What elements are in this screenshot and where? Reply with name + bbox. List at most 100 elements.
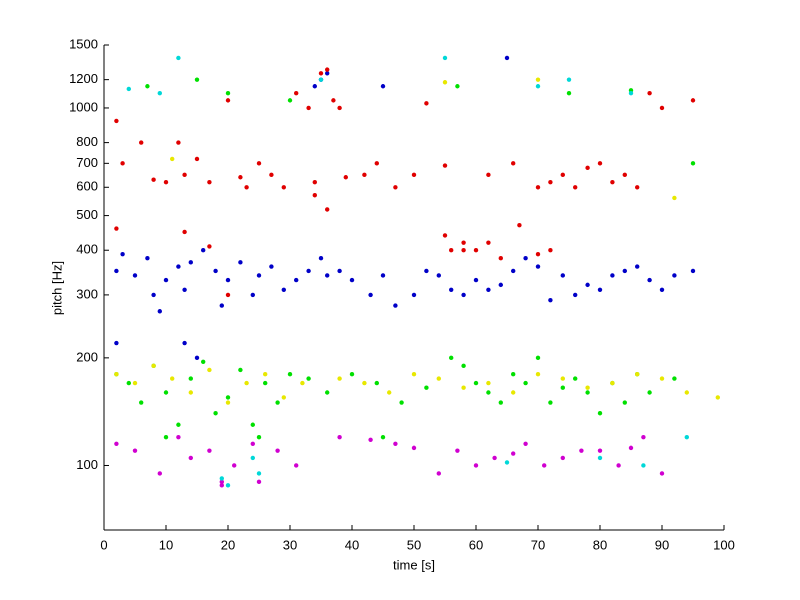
point — [597, 455, 603, 461]
point — [523, 441, 528, 446]
point — [585, 282, 590, 288]
point — [176, 140, 181, 145]
point — [176, 55, 181, 61]
point — [325, 207, 330, 212]
point — [213, 411, 218, 416]
x-tick-label: 50 — [407, 537, 421, 552]
point — [151, 177, 156, 182]
point — [151, 292, 156, 298]
point — [281, 287, 286, 293]
point — [294, 463, 299, 468]
point — [486, 287, 491, 293]
point — [256, 434, 262, 440]
point — [244, 380, 249, 386]
point — [182, 287, 187, 293]
point — [120, 161, 125, 166]
point — [387, 390, 392, 395]
point — [659, 105, 665, 111]
point — [436, 471, 441, 476]
point — [318, 77, 324, 82]
point — [256, 273, 262, 278]
point — [535, 251, 541, 257]
x-axis-label: time [s] — [393, 557, 435, 572]
point — [597, 287, 603, 293]
point — [300, 380, 305, 386]
point — [616, 463, 621, 468]
point — [368, 292, 373, 298]
point — [362, 380, 367, 386]
point — [182, 340, 187, 346]
point — [610, 179, 615, 185]
point — [411, 445, 417, 451]
point — [517, 222, 522, 228]
x-tick-label: 10 — [159, 537, 173, 552]
point — [325, 71, 330, 76]
point — [566, 77, 572, 82]
point — [486, 380, 491, 386]
point — [126, 86, 131, 92]
point — [573, 292, 578, 298]
y-tick-label: 800 — [76, 134, 98, 149]
point — [498, 255, 503, 261]
point — [225, 98, 231, 103]
point — [263, 372, 268, 377]
point — [145, 255, 150, 261]
y-tick-label: 200 — [76, 349, 98, 364]
point — [244, 185, 249, 190]
point — [194, 156, 200, 162]
point — [535, 372, 541, 377]
point — [399, 400, 404, 405]
point — [306, 376, 311, 381]
point — [207, 244, 212, 249]
point — [585, 165, 590, 171]
point — [349, 277, 355, 283]
point — [622, 268, 627, 274]
point — [250, 441, 255, 446]
point — [256, 161, 262, 166]
point — [560, 385, 565, 390]
point — [560, 172, 565, 178]
point — [486, 240, 491, 245]
point — [566, 90, 572, 96]
point — [436, 376, 441, 381]
point — [455, 448, 460, 453]
point — [114, 268, 119, 274]
point — [325, 390, 330, 395]
point — [672, 273, 677, 278]
point — [325, 67, 330, 72]
point — [132, 273, 138, 278]
y-tick-label: 500 — [76, 207, 98, 222]
point — [275, 400, 280, 405]
point — [511, 390, 516, 395]
point — [263, 380, 268, 386]
point — [306, 268, 311, 274]
point — [560, 273, 565, 278]
point — [207, 179, 212, 185]
point — [511, 451, 516, 456]
y-tick-label: 1200 — [69, 71, 98, 86]
point — [641, 434, 646, 440]
point — [126, 380, 131, 386]
point — [219, 303, 224, 308]
point — [504, 460, 510, 465]
point — [176, 422, 181, 427]
point — [659, 287, 665, 293]
point — [461, 385, 466, 390]
point — [573, 185, 578, 190]
point — [442, 80, 448, 85]
point — [238, 367, 243, 373]
point — [120, 251, 125, 257]
point — [213, 268, 218, 274]
point — [548, 248, 553, 253]
point — [523, 380, 528, 386]
point — [225, 90, 231, 96]
point — [535, 185, 541, 190]
point — [374, 380, 379, 386]
point — [170, 156, 175, 162]
y-axis-label: pitch [Hz] — [49, 261, 64, 315]
point — [647, 90, 652, 96]
point — [281, 185, 286, 190]
point — [548, 179, 553, 185]
y-tick-label: 300 — [76, 286, 98, 301]
point — [511, 161, 516, 166]
